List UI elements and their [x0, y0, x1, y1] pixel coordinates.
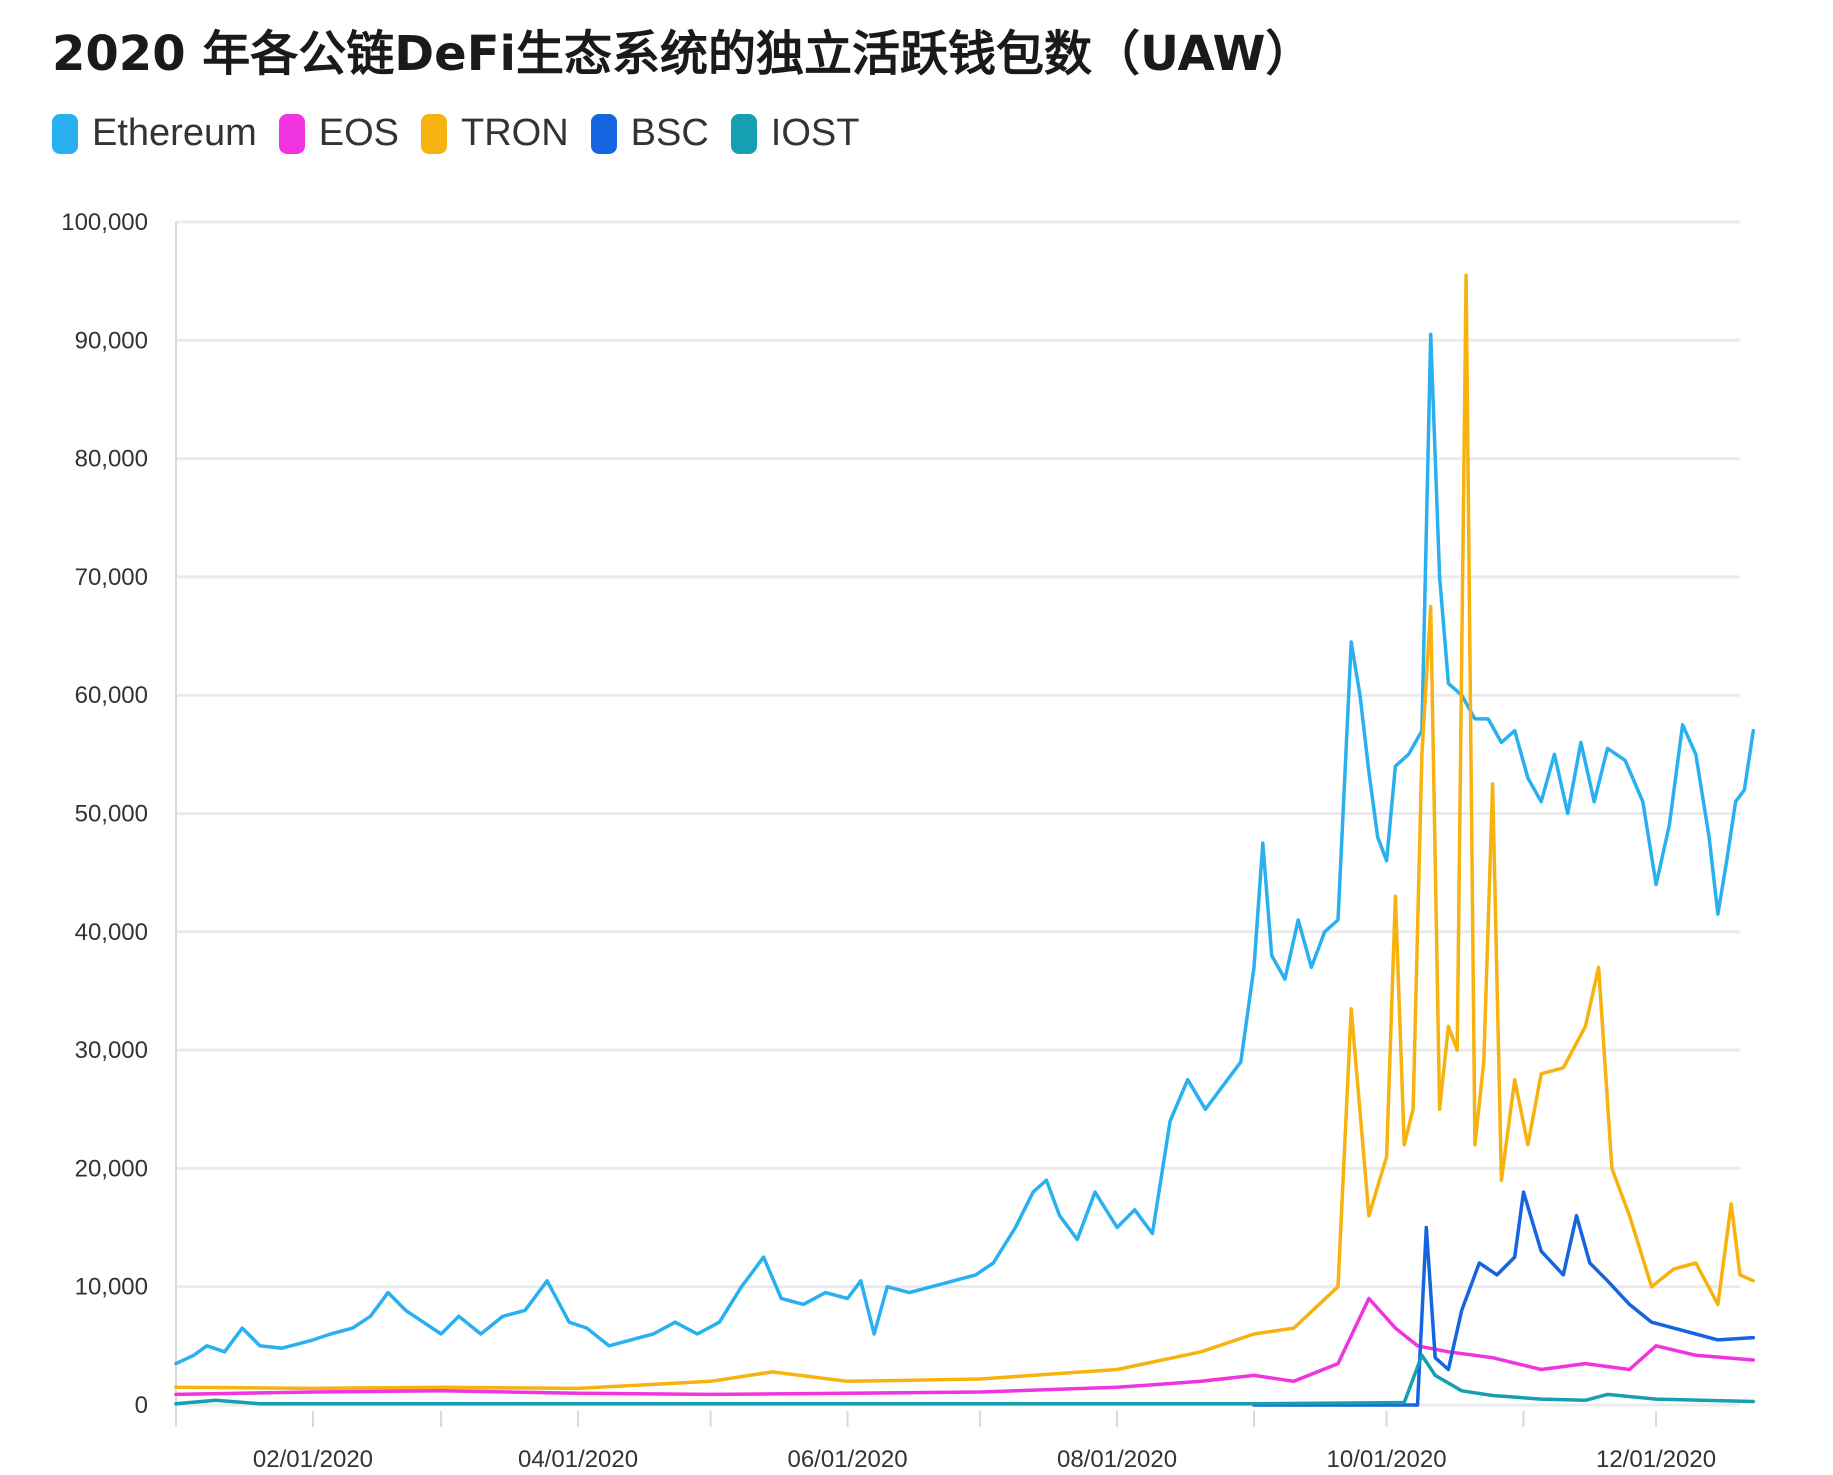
- legend-item-ethereum[interactable]: Ethereum: [52, 112, 257, 155]
- legend-swatch: [730, 113, 757, 154]
- legend-swatch: [278, 113, 305, 154]
- x-axis: 02/01/2020 04/01/2020 06/01/2020 08/01/2020…: [175, 1411, 1716, 1473]
- legend-label: TRON: [461, 112, 569, 154]
- legend-label: EOS: [318, 112, 399, 154]
- legend-swatch: [590, 113, 617, 154]
- y-tick-label: 100,000: [61, 209, 148, 236]
- legend-swatch: [421, 113, 447, 154]
- legend-item-iost[interactable]: IOST: [730, 112, 860, 155]
- y-tick-label: 40,000: [75, 919, 148, 946]
- legend-item-tron[interactable]: TRON: [421, 112, 569, 155]
- y-tick-label: 0: [135, 1392, 148, 1419]
- series-line-bsc: [1252, 1190, 1756, 1407]
- x-tick-label: 12/01/2020: [1596, 1446, 1716, 1473]
- series-line-ethereum: [174, 332, 1756, 1366]
- x-tick-label: 10/01/2020: [1326, 1446, 1446, 1473]
- legend: Ethereum EOS TRON BSC IOST: [52, 112, 881, 155]
- series-layer: [174, 273, 1756, 1407]
- y-tick-label: 90,000: [75, 327, 148, 354]
- legend-item-eos[interactable]: EOS: [278, 112, 399, 155]
- y-tick-label: 50,000: [75, 801, 148, 828]
- y-tick-label: 60,000: [75, 682, 148, 709]
- y-tick-label: 70,000: [75, 564, 148, 591]
- chart-title: 2020 年各公链DeFi生态系统的独立活跃钱包数（UAW）: [52, 26, 1314, 82]
- legend-label: BSC: [630, 112, 709, 154]
- y-axis: 0 10,000 20,000 30,000 40,000 50,000 60,000 70,…: [61, 209, 177, 1427]
- series-line-tron: [174, 273, 1756, 1391]
- x-tick-label: 06/01/2020: [787, 1446, 907, 1473]
- series-line-iost: [174, 1353, 1756, 1406]
- x-tick-label: 04/01/2020: [518, 1446, 638, 1473]
- legend-label: Ethereum: [92, 112, 257, 154]
- gridlines: [176, 220, 1740, 1407]
- y-tick-label: 20,000: [75, 1155, 148, 1182]
- y-tick-label: 30,000: [75, 1037, 148, 1064]
- legend-swatch: [52, 113, 78, 154]
- legend-label: IOST: [770, 112, 860, 154]
- legend-item-bsc[interactable]: BSC: [590, 112, 709, 155]
- x-tick-label: 02/01/2020: [253, 1446, 373, 1473]
- series-line-eos: [174, 1296, 1756, 1397]
- y-tick-label: 80,000: [75, 446, 148, 473]
- x-tick-label: 08/01/2020: [1057, 1446, 1177, 1473]
- y-tick-label: 10,000: [75, 1274, 148, 1301]
